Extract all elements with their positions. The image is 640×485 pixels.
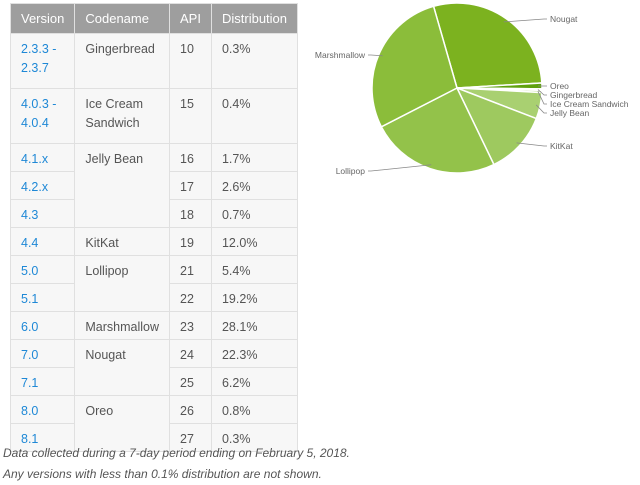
distribution-value: 0.3% <box>210 33 299 89</box>
distribution-value: 0.4% <box>210 88 299 144</box>
pie-slices <box>371 2 543 174</box>
api-level: 10 <box>169 33 212 89</box>
pie-label: Nougat <box>550 14 578 24</box>
pie-label: Jelly Bean <box>550 108 589 118</box>
distribution-value: 6.2% <box>210 367 299 396</box>
pie-label: Lollipop <box>336 166 366 176</box>
header-codename: Codename <box>74 3 171 34</box>
distribution-value: 2.6% <box>210 171 299 200</box>
pie-slice-marshmallow <box>371 5 458 128</box>
distribution-value: 0.7% <box>210 199 299 228</box>
table-row: 4.1.x Jelly Bean 16 1.7% <box>9 143 299 228</box>
codename: Lollipop <box>74 255 171 312</box>
version-link[interactable]: 4.0.3 - 4.0.4 <box>9 88 76 144</box>
table-row: 4.0.3 - 4.0.4 Ice Cream Sandwich 15 0.4% <box>9 88 299 144</box>
version-link[interactable]: 8.0 <box>9 395 76 424</box>
codename: Jelly Bean <box>74 143 171 228</box>
api-level: 16 <box>169 143 212 172</box>
header-api: API <box>169 3 212 34</box>
api-level: 23 <box>169 311 212 340</box>
table-row: 2.3.3 - 2.3.7 Gingerbread 10 0.3% <box>9 33 299 89</box>
codename: Oreo <box>74 395 171 452</box>
api-level: 22 <box>169 283 212 312</box>
api-level: 18 <box>169 199 212 228</box>
codename: Gingerbread <box>74 33 171 89</box>
version-link[interactable]: 7.1 <box>9 367 76 396</box>
api-level: 17 <box>169 171 212 200</box>
distribution-value: 28.1% <box>210 311 299 340</box>
table-row: 8.0 Oreo 26 0.8% <box>9 395 299 452</box>
pie-label: Ice Cream Sandwich <box>550 99 629 109</box>
version-link[interactable]: 5.0 <box>9 255 76 284</box>
pie-slice-lollipop <box>380 86 495 174</box>
table-row: 8.1 27 0.3% <box>9 423 299 452</box>
codename: Ice Cream Sandwich <box>74 88 171 144</box>
distribution-value: 12.0% <box>210 227 299 256</box>
distribution-table: Version Codename API Distribution 2.3.3 … <box>9 3 299 452</box>
header-distribution: Distribution <box>210 3 299 34</box>
api-level: 15 <box>169 88 212 144</box>
table-row: 6.0 Marshmallow 23 28.1% <box>9 311 299 340</box>
version-link[interactable]: 8.1 <box>9 423 76 452</box>
version-link[interactable]: 5.1 <box>9 283 76 312</box>
threshold-note: Any versions with less than 0.1% distrib… <box>3 467 322 481</box>
version-link[interactable]: 7.0 <box>9 339 76 368</box>
codename: Marshmallow <box>74 311 171 340</box>
pie-label: Oreo <box>550 81 569 91</box>
codename: Nougat <box>74 339 171 396</box>
pie-label: Marshmallow <box>315 50 366 60</box>
table-row: 4.4 KitKat 19 12.0% <box>9 227 299 256</box>
version-link[interactable]: 4.4 <box>9 227 76 256</box>
distribution-value: 0.8% <box>210 395 299 424</box>
header-version: Version <box>9 3 76 34</box>
distribution-value: 1.7% <box>210 143 299 172</box>
table-row: 4.2.x 17 2.6% <box>9 171 299 200</box>
pie-label: Gingerbread <box>550 90 598 100</box>
api-level: 27 <box>169 423 212 452</box>
version-link[interactable]: 2.3.3 - 2.3.7 <box>9 33 76 89</box>
distribution-value: 22.3% <box>210 339 299 368</box>
api-level: 26 <box>169 395 212 424</box>
version-link[interactable]: 4.2.x <box>9 171 76 200</box>
distribution-value: 5.4% <box>210 255 299 284</box>
api-level: 25 <box>169 367 212 396</box>
codename: KitKat <box>74 227 171 256</box>
table-row: 5.0 Lollipop 21 5.4% <box>9 255 299 312</box>
table-row: 7.1 25 6.2% <box>9 367 299 396</box>
data-collection-note: Data collected during a 7-day period end… <box>3 446 350 460</box>
table-row: 5.1 22 19.2% <box>9 283 299 312</box>
api-level: 21 <box>169 255 212 284</box>
pie-label: KitKat <box>550 141 573 151</box>
pie-slice-kitkat <box>455 86 538 166</box>
table-row: 4.3 18 0.7% <box>9 199 299 228</box>
api-level: 24 <box>169 339 212 368</box>
version-link[interactable]: 4.3 <box>9 199 76 228</box>
table-row: 7.0 Nougat 24 22.3% <box>9 339 299 396</box>
distribution-value: 0.3% <box>210 423 299 452</box>
distribution-value: 19.2% <box>210 283 299 312</box>
version-link[interactable]: 4.1.x <box>9 143 76 172</box>
version-link[interactable]: 6.0 <box>9 311 76 340</box>
api-level: 19 <box>169 227 212 256</box>
pie-slice-nougat <box>432 2 543 89</box>
